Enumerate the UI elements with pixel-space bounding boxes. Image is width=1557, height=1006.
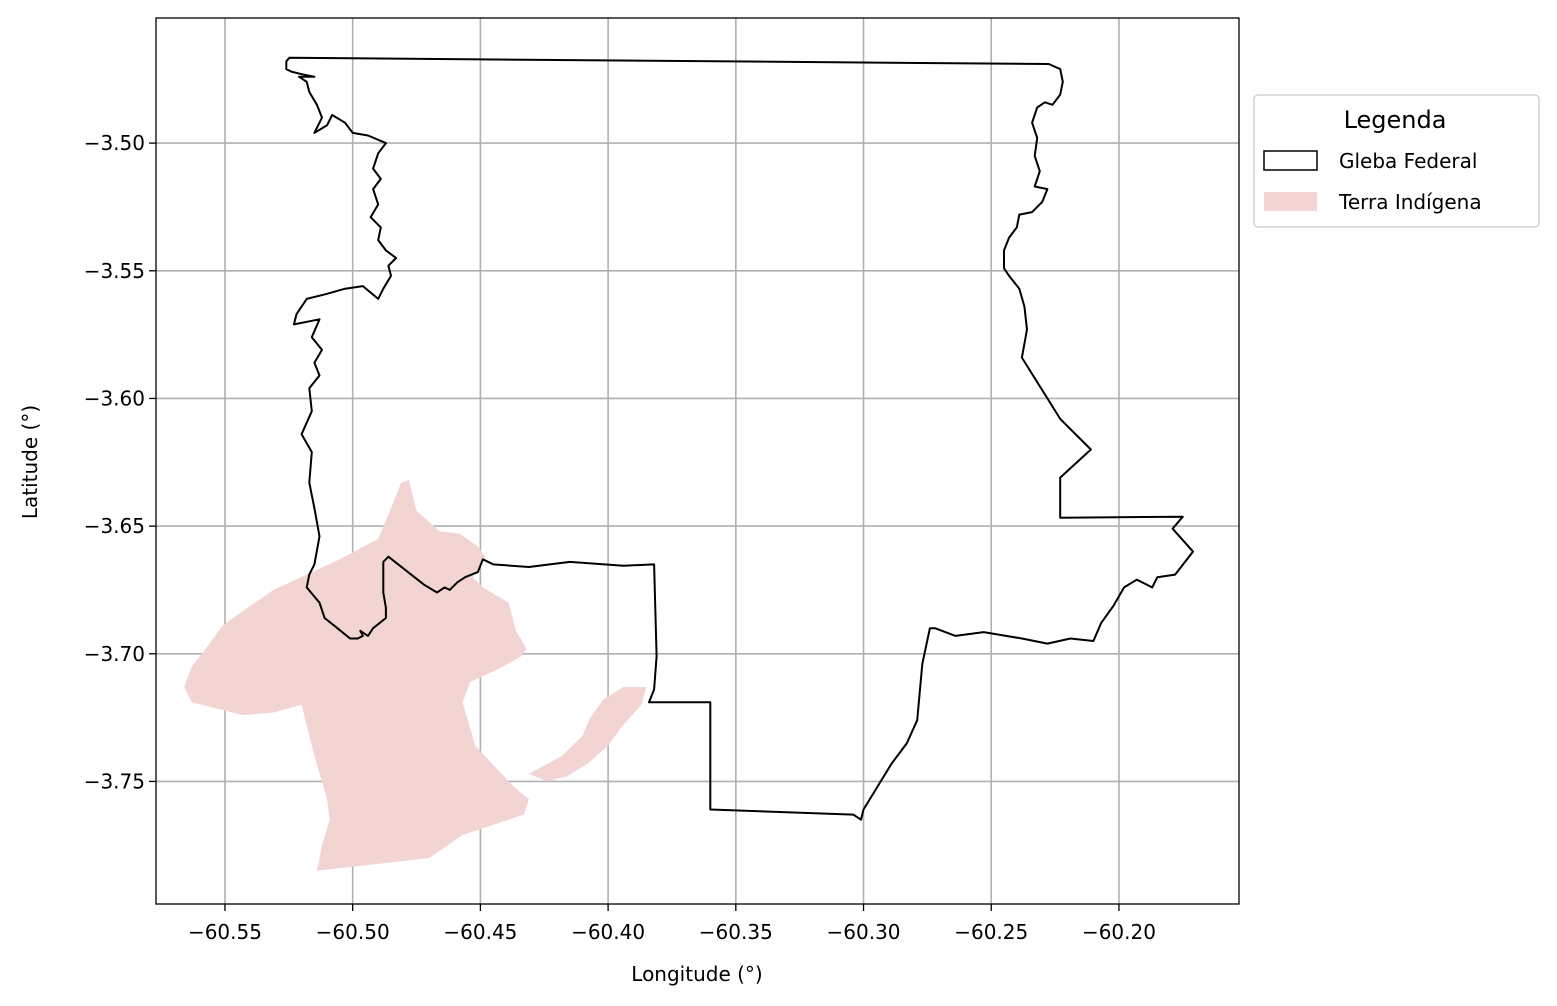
- y-tick-label: −3.65: [84, 514, 145, 538]
- y-tick-label: −3.75: [84, 769, 145, 793]
- x-tick-label: −60.55: [188, 920, 262, 944]
- legend-label-gleba-federal: Gleba Federal: [1339, 149, 1477, 173]
- y-tick-label: −3.55: [84, 259, 145, 283]
- y-tick-label: −3.60: [84, 386, 145, 410]
- x-tick-label: −60.20: [1082, 920, 1156, 944]
- y-axis-ticks: −3.50 −3.55 −3.60 −3.65 −3.70 −3.75: [84, 131, 156, 793]
- x-axis-ticks: −60.55 −60.50 −60.45 −60.40 −60.35 −60.30 −60.…: [188, 904, 1156, 944]
- gleba-federal-layer: [285, 56, 1194, 821]
- y-axis-label: Latitude (°): [18, 405, 42, 519]
- plot-area: [156, 18, 1239, 904]
- legend-swatch-gleba-federal: [1263, 150, 1318, 171]
- grid-lines: [156, 18, 1239, 904]
- gleba-federal-outline: [285, 56, 1194, 821]
- x-tick-label: −60.45: [443, 920, 517, 944]
- y-tick-label: −3.50: [84, 131, 145, 155]
- x-tick-label: −60.30: [827, 920, 901, 944]
- terra-indigena-layer: [184, 480, 647, 871]
- x-tick-label: −60.35: [699, 920, 773, 944]
- legend-swatch-terra-indigena: [1264, 192, 1317, 211]
- x-tick-label: −60.50: [316, 920, 390, 944]
- legend: Legenda Gleba Federal Terra Indígena: [1253, 94, 1540, 228]
- x-tick-label: −60.40: [571, 920, 645, 944]
- legend-label-terra-indigena: Terra Indígena: [1338, 190, 1482, 214]
- terra-indigena-polygon: [528, 687, 647, 782]
- y-tick-label: −3.70: [84, 642, 145, 666]
- x-tick-label: −60.25: [954, 920, 1028, 944]
- plot-frame: [155, 17, 1240, 905]
- legend-title: Legenda: [1344, 106, 1447, 134]
- legend-frame: [1253, 94, 1540, 228]
- terra-indigena-polygon: [184, 480, 529, 871]
- x-axis-label: Longitude (°): [631, 962, 762, 986]
